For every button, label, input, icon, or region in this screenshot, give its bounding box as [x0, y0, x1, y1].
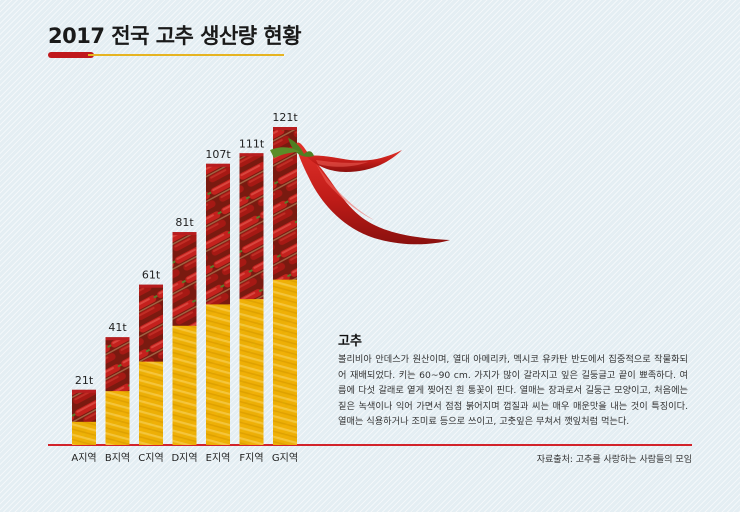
bar-6	[239, 153, 264, 445]
category-label: B지역	[105, 452, 130, 464]
value-label: 107t	[205, 148, 231, 161]
category-label: C지역	[138, 452, 163, 464]
category-label: E지역	[206, 452, 231, 464]
value-label: 41t	[108, 321, 127, 334]
value-label: 61t	[142, 269, 161, 282]
value-label: 81t	[175, 216, 194, 229]
value-label: 21t	[75, 374, 94, 387]
category-label: F지역	[239, 452, 263, 464]
chart-title: 2017 전국 고추 생산량 현황	[48, 24, 302, 48]
title-underline	[48, 52, 284, 58]
bar-4	[172, 232, 197, 445]
value-label: 121t	[272, 111, 298, 124]
bar-3	[139, 284, 163, 445]
description-body: 볼리비아 안데스가 원산이며, 열대 아메리카, 멕시코 유카탄 반도에서 집중…	[338, 354, 688, 428]
bar-5	[206, 163, 230, 445]
category-label: A지역	[71, 452, 96, 464]
bar-1	[72, 389, 96, 445]
description-box: 고추 볼리비아 안데스가 원산이며, 열대 아메리카, 멕시코 유카탄 반도에서…	[338, 330, 688, 430]
value-label: 111t	[239, 137, 265, 150]
category-label: G지역	[272, 452, 298, 464]
category-label: D지역	[171, 452, 197, 464]
bar-2	[105, 337, 130, 445]
source-note: 자료출처: 고추를 사랑하는 사람들의 모임	[536, 455, 692, 465]
red-chili-pepper-icon	[270, 138, 450, 245]
description-title: 고추	[338, 334, 362, 349]
bar-7	[273, 127, 297, 445]
